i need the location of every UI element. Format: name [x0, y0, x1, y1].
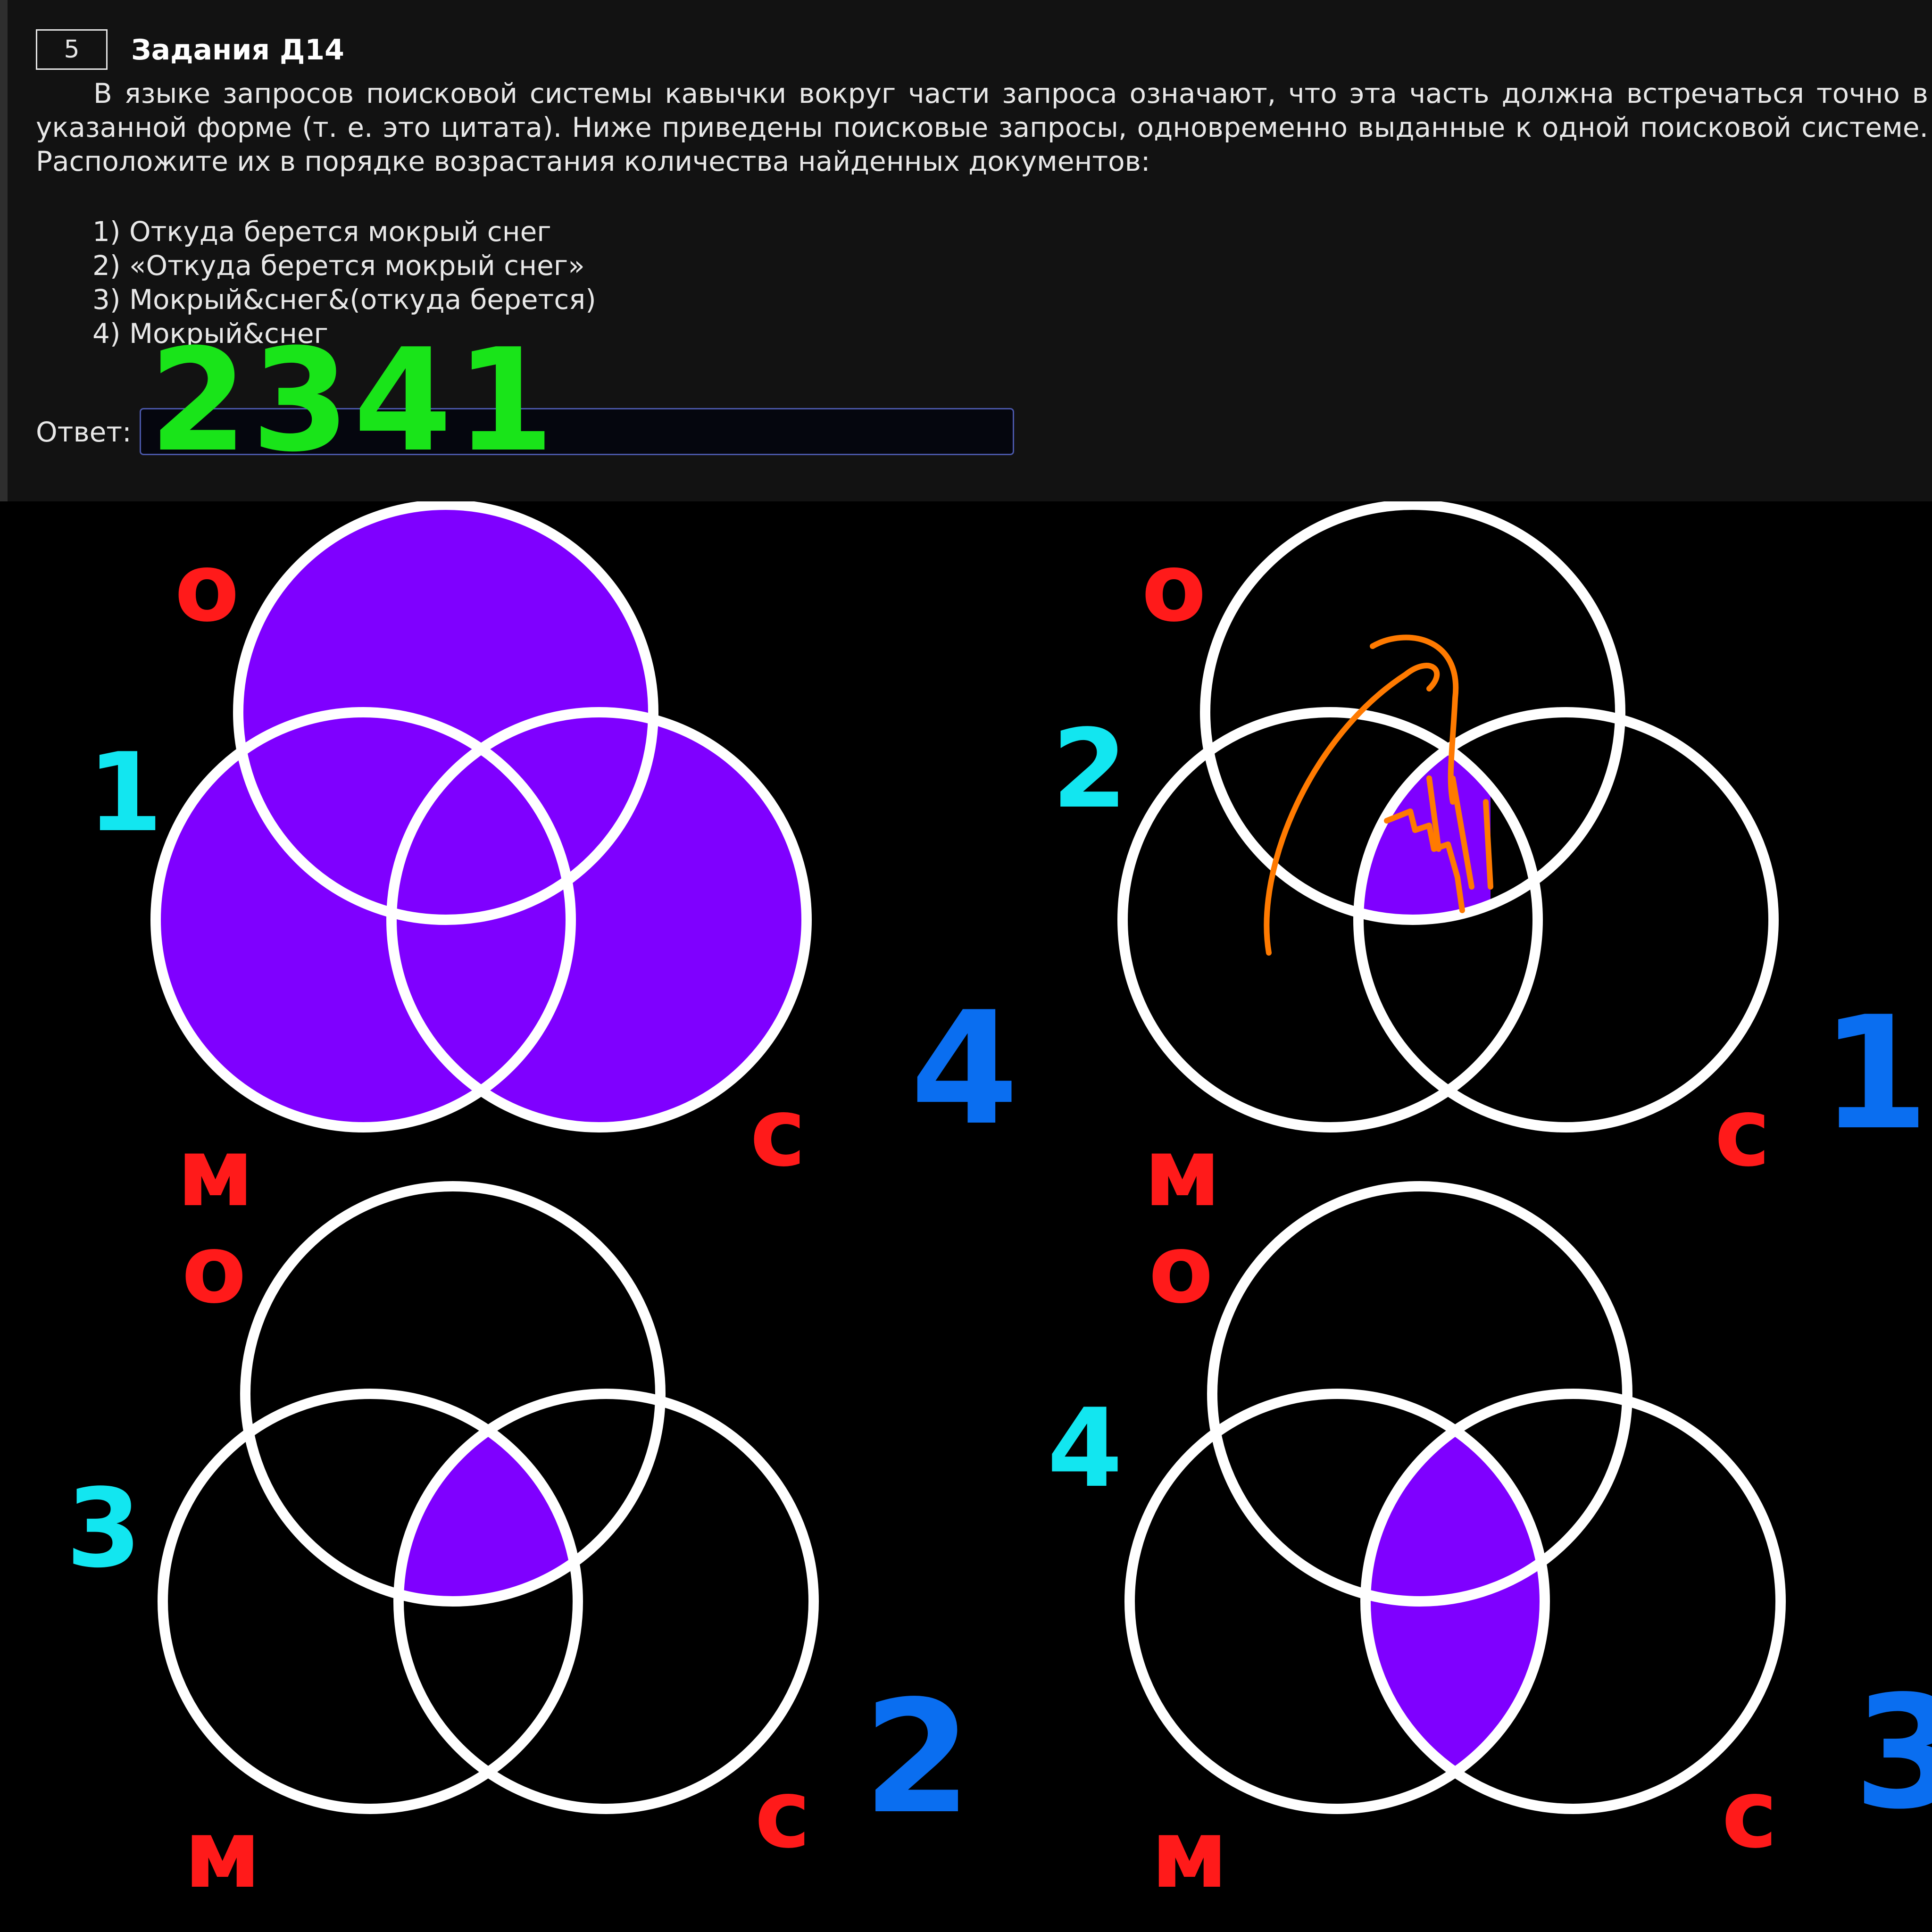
task-panel: 5 Задания Д14 В языке запросов поисковой…: [0, 0, 1932, 501]
task-number: 5: [64, 35, 80, 64]
set-label-s: с: [1715, 1078, 1771, 1188]
handwritten-answer: 2341: [149, 318, 558, 483]
task-text: В языке запросов поисковой системы кавыч…: [36, 77, 1928, 177]
set-label-o: о: [182, 1215, 246, 1324]
query-item: 3) Мокрый&снег&(откуда берется): [92, 283, 596, 316]
query-item: 1) Откуда берется мокрый снег: [92, 216, 551, 248]
venn-diagram-3: о м с 3 2: [66, 1181, 972, 1909]
venn-diagram-1: о м с 1 4: [87, 501, 1019, 1228]
set-label-m: м: [177, 1118, 254, 1228]
set-label-s: с: [1722, 1759, 1778, 1869]
set-label-o: о: [1149, 1215, 1213, 1324]
venn-diagram-4: о м с 4 3: [1047, 1181, 1932, 1909]
order-number-mark: 4: [910, 978, 1019, 1159]
set-label-m: м: [1144, 1118, 1221, 1228]
order-number-mark: 1: [1821, 983, 1929, 1164]
venn-diagrams-canvas: о м с 1 4 о м с 2 1: [66, 501, 1932, 1909]
set-label-o: о: [175, 533, 239, 643]
venn-circles: [1124, 1181, 1786, 1814]
venn-diagram-2: о м с 2 1: [1052, 501, 1929, 1228]
task-title: Задания Д14: [131, 33, 344, 67]
query-item: 4) Мокрый&снег: [92, 317, 329, 350]
answer-input[interactable]: [140, 408, 1014, 455]
query-number-mark: 4: [1047, 1386, 1123, 1512]
answer-label: Ответ:: [36, 416, 132, 448]
task-number-box: 5: [36, 29, 108, 70]
triple-intersection-fill: [399, 1394, 578, 1601]
m-s-intersection-fill: [1366, 1394, 1545, 1809]
query-number-mark: 1: [87, 730, 163, 856]
query-item: 2) «Откуда берется мокрый снег»: [92, 250, 585, 282]
venn-circles: [1117, 501, 1779, 1133]
orange-annotation: [1264, 634, 1493, 956]
venn-circles: [150, 501, 812, 1133]
venn-union-fill: [156, 505, 807, 1127]
order-number-mark: 3: [1854, 1662, 1932, 1843]
venn-circles: [158, 1181, 819, 1814]
query-list: 1) Откуда берется мокрый снег 2) «Откуда…: [92, 215, 596, 350]
set-label-o: о: [1141, 533, 1206, 643]
set-label-s: с: [755, 1759, 811, 1869]
set-label-m: м: [184, 1799, 261, 1909]
set-label-m: м: [1151, 1799, 1228, 1909]
query-number-mark: 2: [1052, 707, 1127, 833]
order-number-mark: 2: [863, 1667, 972, 1848]
set-label-s: с: [750, 1078, 806, 1188]
query-number-mark: 3: [66, 1466, 142, 1592]
